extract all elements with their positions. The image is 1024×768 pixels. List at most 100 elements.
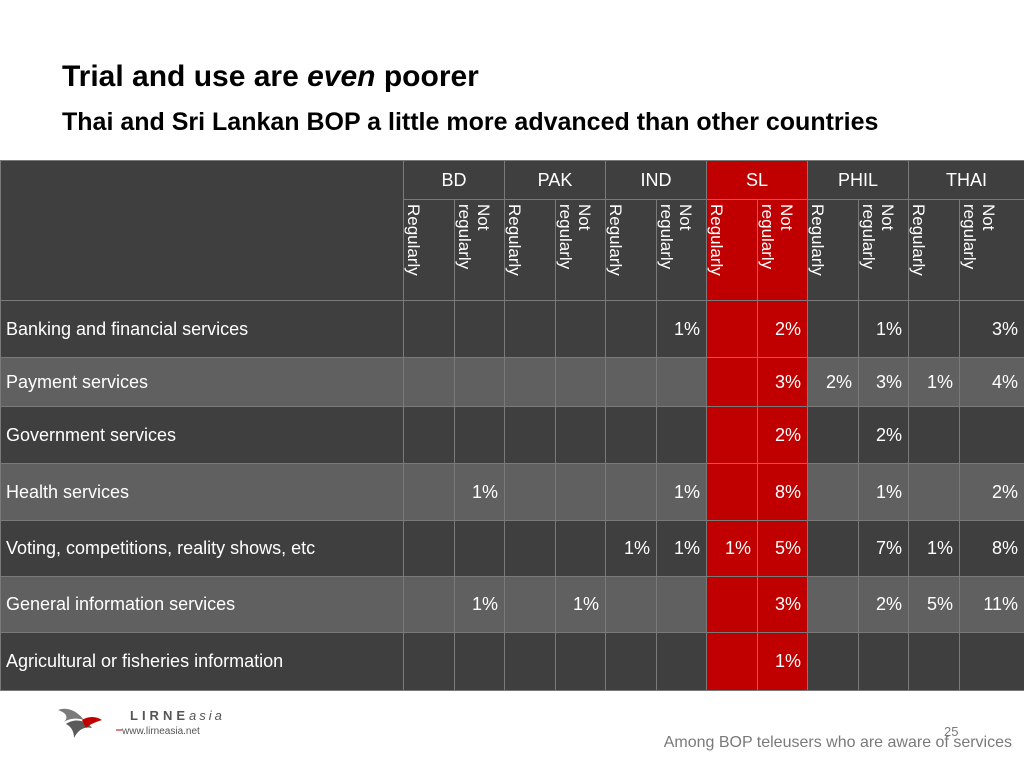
subheader-label: Regularly xyxy=(707,204,727,276)
value-cell xyxy=(555,463,607,521)
value-cell xyxy=(807,632,860,691)
value-cell xyxy=(706,632,759,691)
value-cell xyxy=(453,357,506,407)
title-emphasis: even xyxy=(307,60,376,93)
value-cell xyxy=(908,300,961,358)
value-cell xyxy=(504,576,557,633)
subheader-label: Regularly xyxy=(505,204,525,276)
value-cell: 7% xyxy=(858,520,910,577)
country-header: BD xyxy=(402,160,506,200)
value-cell xyxy=(403,576,455,633)
country-header: IND xyxy=(605,160,708,200)
table-row: Banking and financial services 1% 2% 1% 3% xyxy=(0,300,1024,358)
value-cell xyxy=(605,357,658,407)
value-cell: 1% xyxy=(908,357,961,407)
bird-logo-icon xyxy=(58,708,122,738)
value-cell: 3% xyxy=(858,357,910,407)
title-part2: poorer xyxy=(375,60,479,93)
subheader-label: Not regularly xyxy=(960,204,999,270)
value-cell xyxy=(605,406,658,464)
subheader-label: Regularly xyxy=(808,204,828,276)
value-cell xyxy=(908,632,961,691)
value-cell: 2% xyxy=(858,576,910,633)
value-cell xyxy=(656,357,708,407)
row-label: General information services xyxy=(0,576,404,633)
lirneasia-logo: LIRNEasia www.lirneasia.net xyxy=(52,700,222,744)
subheader-cell: Regularly xyxy=(807,199,860,301)
value-cell: 3% xyxy=(757,357,809,407)
services-table: BD PAK IND SL PHIL THAI Regularly Not reg… xyxy=(0,160,1024,691)
logo-url: www.lirneasia.net xyxy=(122,726,200,737)
value-cell: 5% xyxy=(757,520,809,577)
row-label: Government services xyxy=(0,406,404,464)
value-cell xyxy=(403,406,455,464)
value-cell xyxy=(605,632,658,691)
row-label: Voting, competitions, reality shows, etc xyxy=(0,520,404,577)
value-cell xyxy=(403,463,455,521)
value-cell xyxy=(605,576,658,633)
value-cell xyxy=(504,357,557,407)
value-cell xyxy=(605,463,658,521)
page-number: 25 xyxy=(944,724,959,739)
value-cell: 1% xyxy=(453,576,506,633)
country-header: PAK xyxy=(504,160,607,200)
value-cell: 1% xyxy=(706,520,759,577)
value-cell: 2% xyxy=(959,463,1024,521)
footnote: Among BOP teleusers who are aware of ser… xyxy=(663,734,1012,751)
row-label: Agricultural or fisheries information xyxy=(0,632,404,691)
value-cell: 4% xyxy=(959,357,1024,407)
row-label: Health services xyxy=(0,463,404,521)
subheader-cell: Regularly xyxy=(605,199,658,301)
value-cell: 8% xyxy=(757,463,809,521)
value-cell xyxy=(656,406,708,464)
value-cell xyxy=(555,520,607,577)
value-cell xyxy=(453,520,506,577)
subheader-cell: Not regularly xyxy=(656,199,708,301)
value-cell xyxy=(858,632,910,691)
subheader-cell: Not regularly xyxy=(555,199,607,301)
subheader-label: Regularly xyxy=(909,204,929,276)
value-cell: 2% xyxy=(757,406,809,464)
subheader-cell: Regularly xyxy=(403,199,455,301)
subheader-label: Not regularly xyxy=(758,204,797,270)
value-cell: 3% xyxy=(959,300,1024,358)
subheader-label: Regularly xyxy=(606,204,626,276)
subheader-label: Not regularly xyxy=(859,204,898,270)
value-cell xyxy=(504,520,557,577)
table-row: Government services 2% 2% xyxy=(0,406,1024,464)
value-cell: 1% xyxy=(656,300,708,358)
value-cell xyxy=(555,632,607,691)
logo-wordmark: LIRNEasia xyxy=(130,708,225,723)
value-cell xyxy=(959,632,1024,691)
value-cell xyxy=(706,357,759,407)
value-cell xyxy=(555,300,607,358)
table-row: Voting, competitions, reality shows, etc… xyxy=(0,520,1024,577)
subheader-label: Not regularly xyxy=(556,204,595,270)
value-cell xyxy=(453,300,506,358)
value-cell: 2% xyxy=(807,357,860,407)
value-cell xyxy=(403,357,455,407)
subheader-cell: Not regularly xyxy=(757,199,809,301)
value-cell xyxy=(908,463,961,521)
value-cell xyxy=(605,300,658,358)
value-cell xyxy=(453,632,506,691)
value-cell xyxy=(908,406,961,464)
value-cell: 1% xyxy=(908,520,961,577)
subheader-cell: Regularly xyxy=(504,199,557,301)
value-cell xyxy=(706,406,759,464)
table-row: Agricultural or fisheries information 1% xyxy=(0,632,1024,691)
title-part1: Trial and use are xyxy=(62,60,308,93)
value-cell xyxy=(807,576,860,633)
value-cell xyxy=(453,406,506,464)
value-cell xyxy=(656,632,708,691)
value-cell xyxy=(807,300,860,358)
subheader-cell: Not regularly xyxy=(453,199,506,301)
value-cell: 3% xyxy=(757,576,809,633)
value-cell xyxy=(504,463,557,521)
value-cell: 1% xyxy=(453,463,506,521)
value-cell: 2% xyxy=(858,406,910,464)
subheader-label: Not regularly xyxy=(455,204,493,270)
value-cell: 1% xyxy=(555,576,607,633)
subheader-label: Not regularly xyxy=(657,204,696,270)
table-row: Payment services 3% 2% 3% 1% 4% xyxy=(0,357,1024,407)
